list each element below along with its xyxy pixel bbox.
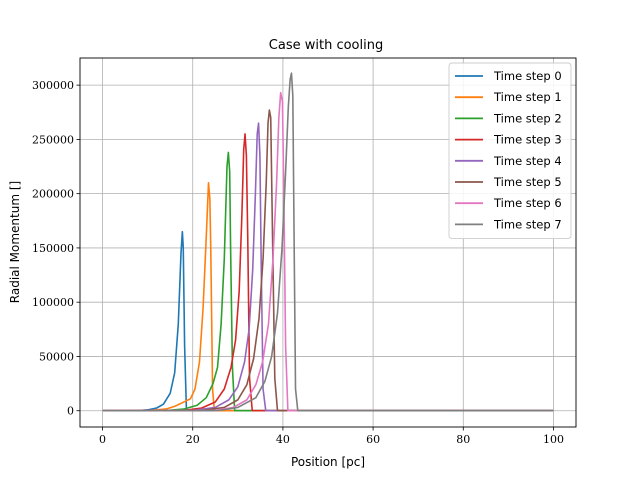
x-axis-label: Position [pc] [291,455,365,469]
series-line-time-step-1 [102,182,554,412]
legend-label: Time step 6 [493,196,562,210]
series-line-time-step-3 [102,133,554,412]
y-axis-label: Radial Momentum [] [8,181,22,303]
legend-box [448,62,572,240]
y-tick-label: 100000 [32,296,74,309]
plot-frame [79,57,577,428]
series-line-time-step-5 [102,109,554,412]
x-tick-label: 0 [99,433,106,446]
legend: Time step 0 Time step 1 Time step 2 Time st… [448,62,572,240]
series-line-time-step-7 [102,72,554,412]
legend-label: Time step 0 [493,69,562,83]
legend-label: Time step 1 [493,90,562,104]
legend-label: Time step 5 [493,175,562,189]
series-line-time-step-0 [102,230,554,412]
legend-label: Time step 7 [493,217,562,231]
y-tick-label: 250000 [32,133,74,146]
series-line-time-step-2 [102,151,554,412]
legend-label: Time step 3 [493,133,562,147]
series-line-time-step-6 [102,91,554,412]
y-tick-label: 150000 [32,242,74,255]
x-tick-label: 40 [276,433,290,446]
x-tick-label: 60 [366,433,380,446]
legend-label: Time step 2 [493,111,562,125]
y-tick-label: 300000 [32,79,74,92]
x-tick-label: 20 [186,433,200,446]
series-line-time-step-4 [102,122,554,412]
y-axis-ticks: 0 50000 100000 150000 200000 250000 300000 [32,79,80,418]
legend-label: Time step 4 [493,154,562,168]
y-tick-label: 0 [67,405,74,418]
chart-title: Case with cooling [269,38,383,53]
series-layer [102,72,554,412]
x-tick-label: 80 [456,433,470,446]
y-tick-label: 200000 [32,188,74,201]
x-tick-label: 100 [543,433,564,446]
y-tick-label: 50000 [39,350,74,363]
x-axis-ticks: 0 20 40 60 80 100 [99,427,564,446]
